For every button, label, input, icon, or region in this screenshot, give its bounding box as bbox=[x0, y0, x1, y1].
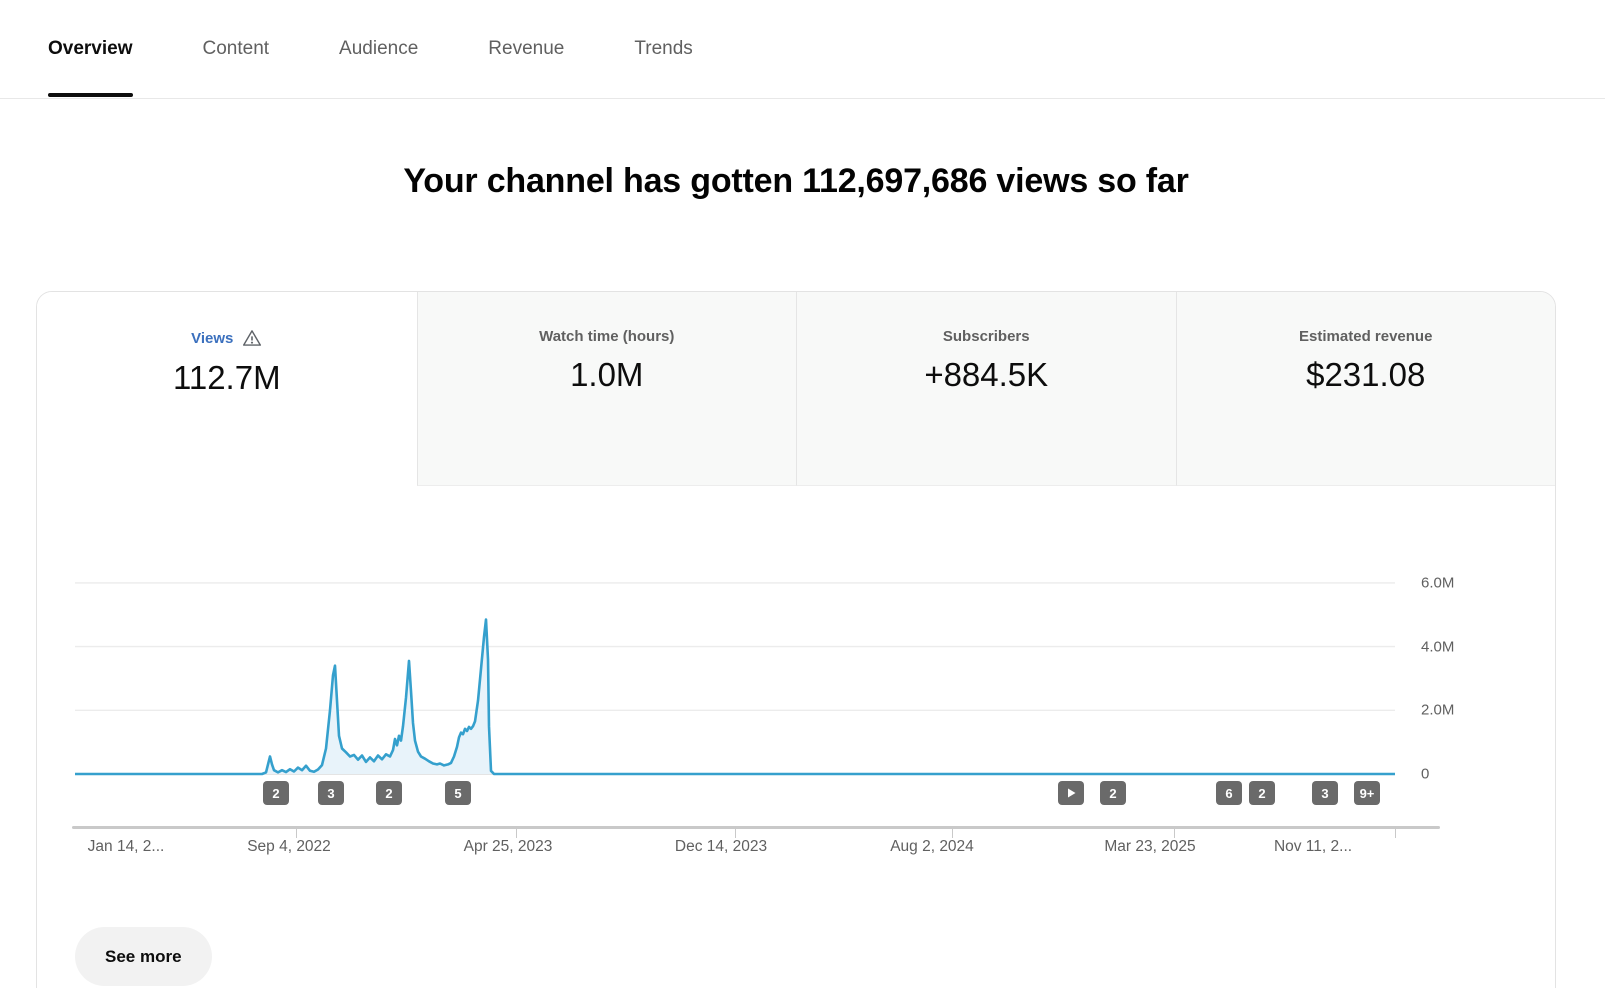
event-marker-badge[interactable]: 3 bbox=[1312, 781, 1338, 805]
views-area-chart bbox=[75, 582, 1395, 776]
axis-tick-2 bbox=[735, 829, 736, 838]
axis-tick-4 bbox=[1174, 829, 1175, 838]
analytics-summary-card: Views 112.7M Watch time (hours) 1.0M Subscri… bbox=[36, 291, 1556, 988]
metric-value: +884.5K bbox=[924, 356, 1049, 393]
warning-icon[interactable] bbox=[242, 328, 262, 348]
event-marker-badge[interactable]: 9+ bbox=[1354, 781, 1380, 805]
tab-revenue[interactable]: Revenue bbox=[488, 38, 565, 59]
views-series-area bbox=[75, 619, 1395, 774]
tab-trends[interactable]: Trends bbox=[634, 38, 693, 59]
event-marker-badge[interactable]: 5 bbox=[445, 781, 471, 805]
y-axis-label-0: 0 bbox=[1421, 765, 1430, 783]
tab-audience[interactable]: Audience bbox=[339, 38, 419, 59]
axis-tick-1 bbox=[516, 829, 517, 838]
metric-card-estimated-revenue[interactable]: Estimated revenue $231.08 bbox=[1175, 292, 1555, 486]
event-marker-badge[interactable]: 2 bbox=[263, 781, 289, 805]
x-axis-label-mar-23-2025: Mar 23, 2025 bbox=[1104, 838, 1196, 855]
metric-label: Estimated revenue bbox=[1299, 328, 1433, 345]
axis-tick-3 bbox=[952, 829, 953, 838]
channel-views-headline: Your channel has gotten 112,697,686 view… bbox=[403, 162, 1189, 200]
tab-content[interactable]: Content bbox=[202, 38, 270, 59]
metric-label: Subscribers bbox=[942, 328, 1030, 345]
x-axis-label-sep-4-2022: Sep 4, 2022 bbox=[247, 838, 331, 855]
y-axis-label-6-0m: 6.0M bbox=[1421, 574, 1455, 592]
metric-card-row: Views 112.7M Watch time (hours) 1.0M Subscri… bbox=[37, 292, 1555, 486]
x-axis-label-nov-11-2: Nov 11, 2... bbox=[1273, 838, 1353, 855]
metric-value: 112.7M bbox=[172, 359, 281, 396]
play-icon bbox=[1068, 788, 1076, 798]
event-marker-badge[interactable]: 2 bbox=[1249, 781, 1275, 805]
analytics-tab-bar: Overview Content Audience Revenue Trends bbox=[0, 0, 1605, 99]
metric-label: Views bbox=[191, 328, 262, 348]
axis-tick-0 bbox=[296, 829, 297, 838]
axis-tick-5 bbox=[1395, 829, 1396, 838]
y-axis-label-4-0m: 4.0M bbox=[1421, 638, 1455, 656]
event-marker-badge[interactable]: 3 bbox=[318, 781, 344, 805]
x-axis-label-apr-25-2023: Apr 25, 2023 bbox=[463, 838, 553, 855]
metric-card-subscribers[interactable]: Subscribers +884.5K bbox=[796, 292, 1176, 486]
metric-value: 1.0M bbox=[570, 356, 644, 393]
x-axis-label-aug-2-2024: Aug 2, 2024 bbox=[890, 838, 974, 855]
x-axis-label-jan-14-2: Jan 14, 2... bbox=[87, 838, 165, 855]
event-marker-badge[interactable]: 2 bbox=[1100, 781, 1126, 805]
metric-label: Watch time (hours) bbox=[539, 328, 675, 345]
metric-value: $231.08 bbox=[1306, 356, 1426, 393]
metric-card-watch-time-hours[interactable]: Watch time (hours) 1.0M bbox=[416, 292, 796, 486]
video-marker-play-badge[interactable] bbox=[1058, 781, 1084, 805]
timeline-axis-bar[interactable] bbox=[72, 826, 1440, 829]
event-marker-badge[interactable]: 6 bbox=[1216, 781, 1242, 805]
tab-overview[interactable]: Overview bbox=[48, 0, 133, 98]
metric-card-views[interactable]: Views 112.7M bbox=[37, 292, 417, 486]
views-series-line bbox=[75, 618, 1395, 776]
y-axis-label-2-0m: 2.0M bbox=[1421, 701, 1455, 719]
event-marker-badge[interactable]: 2 bbox=[376, 781, 402, 805]
see-more-button[interactable]: See more bbox=[75, 927, 212, 986]
x-axis-label-dec-14-2023: Dec 14, 2023 bbox=[674, 838, 768, 855]
